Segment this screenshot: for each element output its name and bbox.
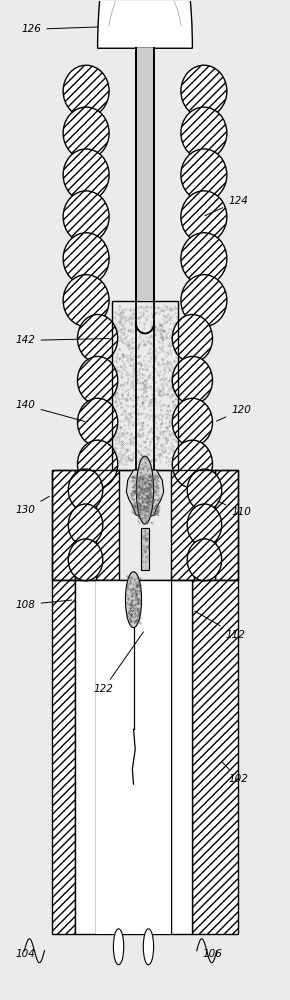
Text: 130: 130 xyxy=(16,496,49,515)
Ellipse shape xyxy=(63,233,109,285)
Ellipse shape xyxy=(181,149,227,201)
Ellipse shape xyxy=(172,356,213,404)
Ellipse shape xyxy=(68,469,103,511)
Text: 142: 142 xyxy=(16,335,109,345)
Ellipse shape xyxy=(63,107,109,159)
Ellipse shape xyxy=(181,65,227,117)
Ellipse shape xyxy=(77,315,118,362)
Text: 120: 120 xyxy=(216,405,251,421)
Ellipse shape xyxy=(63,191,109,243)
Ellipse shape xyxy=(187,504,222,546)
Ellipse shape xyxy=(68,539,103,581)
Text: 124: 124 xyxy=(205,196,248,216)
Polygon shape xyxy=(136,456,154,524)
Polygon shape xyxy=(96,580,171,934)
Ellipse shape xyxy=(181,107,227,159)
Ellipse shape xyxy=(187,539,222,581)
Wedge shape xyxy=(98,0,192,48)
Text: 102: 102 xyxy=(222,761,248,784)
Ellipse shape xyxy=(181,191,227,243)
Ellipse shape xyxy=(77,440,118,488)
Text: 126: 126 xyxy=(21,24,113,34)
Ellipse shape xyxy=(172,440,213,488)
Ellipse shape xyxy=(181,275,227,326)
Polygon shape xyxy=(194,470,215,580)
Circle shape xyxy=(113,929,124,965)
Ellipse shape xyxy=(63,275,109,326)
Text: 108: 108 xyxy=(16,600,72,610)
Ellipse shape xyxy=(187,469,222,511)
Polygon shape xyxy=(171,580,192,934)
Ellipse shape xyxy=(77,398,118,446)
Polygon shape xyxy=(141,528,149,570)
Polygon shape xyxy=(52,470,75,580)
Text: +: + xyxy=(116,944,122,950)
Circle shape xyxy=(143,929,154,965)
Text: 122: 122 xyxy=(93,632,144,694)
Text: 106: 106 xyxy=(202,949,222,959)
Polygon shape xyxy=(136,48,154,301)
Text: 140: 140 xyxy=(16,400,85,421)
Ellipse shape xyxy=(172,315,213,362)
Ellipse shape xyxy=(77,356,118,404)
Ellipse shape xyxy=(172,398,213,446)
Polygon shape xyxy=(171,470,194,580)
Text: 104: 104 xyxy=(16,949,36,959)
Polygon shape xyxy=(96,580,171,934)
Polygon shape xyxy=(126,572,142,628)
Polygon shape xyxy=(52,580,75,934)
Text: 112: 112 xyxy=(195,611,245,640)
Ellipse shape xyxy=(63,65,109,117)
Polygon shape xyxy=(75,580,96,934)
Polygon shape xyxy=(126,470,164,518)
Text: 110: 110 xyxy=(218,501,251,517)
Ellipse shape xyxy=(68,504,103,546)
Polygon shape xyxy=(75,470,96,580)
Text: −: − xyxy=(146,944,151,950)
Polygon shape xyxy=(215,470,238,580)
Ellipse shape xyxy=(63,149,109,201)
Ellipse shape xyxy=(181,233,227,285)
Polygon shape xyxy=(192,580,238,934)
Polygon shape xyxy=(96,470,119,580)
